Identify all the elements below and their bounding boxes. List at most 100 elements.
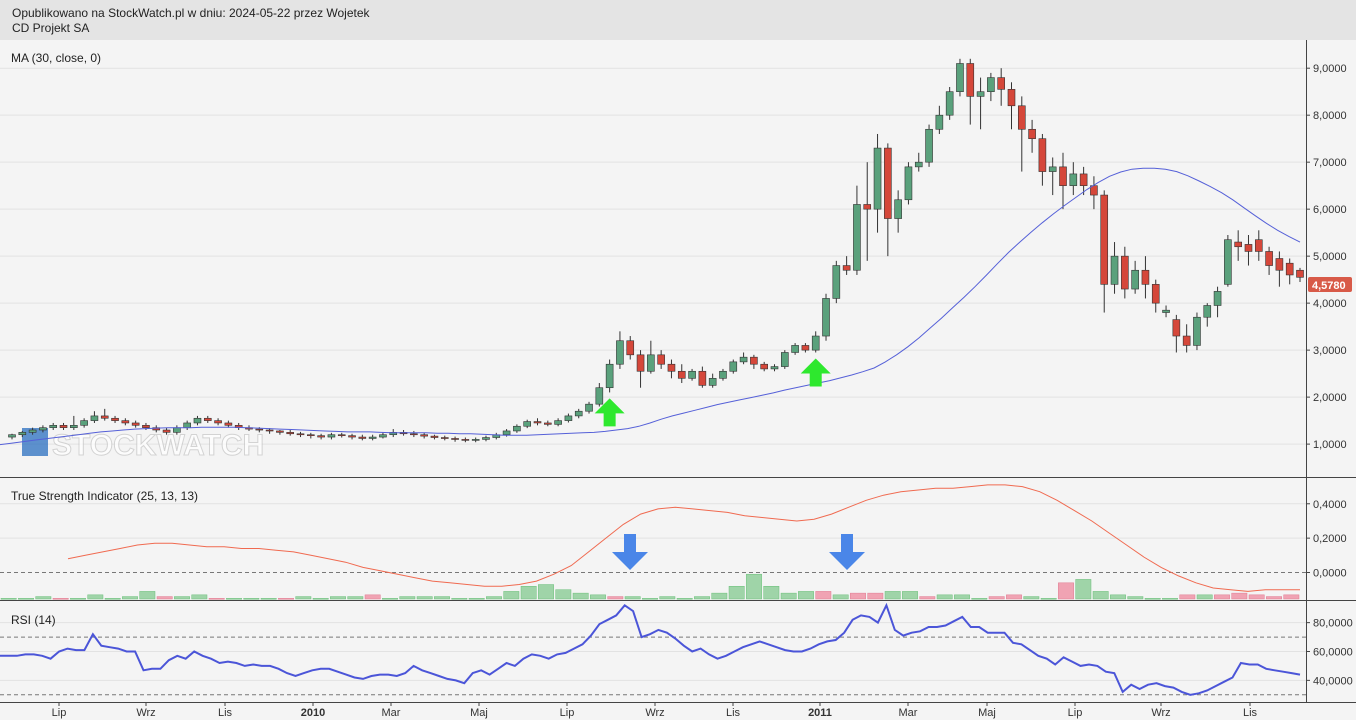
candle-body: [451, 438, 459, 440]
candle-body: [770, 366, 779, 370]
candle-body: [884, 147, 892, 219]
histogram-bar: [1144, 598, 1161, 600]
candle-body: [1121, 255, 1129, 290]
candle-body: [791, 345, 799, 353]
candle-body: [131, 422, 140, 426]
buy-arrow-icon: [800, 358, 831, 387]
histogram-bar: [312, 598, 329, 600]
rsi-pane[interactable]: RSI (14) 80,0000 60,0000 40,0000: [0, 602, 1353, 696]
candle-body: [966, 63, 975, 97]
histogram-bar: [416, 596, 433, 600]
candle-body: [111, 417, 119, 421]
candle-body: [1038, 138, 1047, 172]
watermark-icon: [22, 428, 48, 456]
candle-body: [750, 356, 758, 365]
candle-body: [698, 370, 707, 386]
histogram-bar: [850, 592, 866, 600]
histogram-bar: [867, 592, 884, 600]
candle-body: [440, 437, 449, 439]
candle-body: [90, 415, 99, 421]
x-tick-label: Mar: [382, 707, 401, 719]
histogram-bar: [555, 589, 572, 600]
candle-body: [28, 429, 37, 433]
candle-body: [59, 425, 68, 428]
candle-body: [822, 298, 830, 337]
sell-arrow-icon: [612, 534, 648, 570]
histogram-bar: [486, 596, 502, 600]
candle-body: [739, 356, 748, 363]
rsi-line: [0, 602, 1301, 696]
candle-body: [276, 430, 284, 433]
histogram-bar: [1006, 594, 1022, 600]
x-tick-label: Maj: [470, 707, 488, 719]
histogram-bar: [1283, 594, 1300, 600]
candle-body: [265, 429, 274, 432]
histogram-bar: [122, 596, 138, 600]
histogram-bar: [1110, 594, 1126, 600]
x-tick-label: Lip: [1068, 707, 1083, 719]
candle-body: [719, 370, 727, 379]
tsi-pane[interactable]: True Strength Indicator (25, 13, 13) 0,4…: [0, 484, 1347, 600]
histogram-bar: [70, 598, 86, 600]
y-tick-label: 7,0000: [1313, 157, 1347, 169]
candle-body: [1059, 166, 1067, 186]
candle-body: [832, 265, 841, 299]
candle-body: [173, 427, 181, 433]
histogram-bar: [278, 598, 294, 600]
x-tick-label: Lip: [560, 707, 575, 719]
candle-body: [760, 363, 768, 370]
histogram-bar: [399, 596, 416, 600]
histogram-bar: [607, 596, 624, 600]
candle-body: [904, 166, 913, 201]
price-y-axis: 1,0000 2,0000 3,0000 4,0000 5,0000 6,0000 7,00…: [1306, 63, 1347, 451]
x-tick-label: 2011: [808, 707, 832, 719]
candle-body: [605, 363, 614, 389]
candle-body: [842, 265, 851, 271]
candle-body: [976, 91, 985, 97]
candle-body: [873, 147, 882, 210]
candle-body: [1265, 251, 1273, 266]
candle-body: [533, 421, 542, 424]
histogram-bar: [226, 598, 242, 600]
candle-body: [914, 161, 923, 168]
histogram-bar: [780, 592, 797, 600]
histogram-bar: [520, 586, 537, 600]
histogram-bar: [1266, 596, 1282, 600]
candle-body: [39, 427, 47, 431]
histogram-bar: [1162, 598, 1178, 600]
candle-body: [780, 352, 789, 367]
candle-body: [224, 422, 233, 426]
candle-body: [935, 114, 944, 130]
candle-body: [1285, 262, 1294, 276]
histogram-bar: [728, 586, 745, 600]
sell-signals: [612, 534, 865, 570]
histogram-bar: [87, 594, 104, 600]
x-tick-label: Lis: [218, 707, 233, 719]
candle-body: [554, 420, 562, 425]
candle-body: [811, 335, 820, 351]
y-tick-label: 4,0000: [1313, 298, 1347, 310]
x-tick-label: Wrz: [1151, 707, 1170, 719]
candle-body: [327, 434, 336, 438]
candle-body: [317, 435, 325, 438]
histogram-bar: [503, 591, 520, 600]
candle-body: [1141, 269, 1150, 285]
candle-body: [925, 128, 933, 163]
candle-body: [564, 415, 573, 421]
x-tick-label: Maj: [978, 707, 996, 719]
candle-body: [162, 429, 171, 433]
candle-body: [1275, 258, 1284, 271]
histogram-bar: [139, 591, 156, 600]
candle-body: [482, 437, 490, 440]
candle-body: [708, 378, 717, 386]
candle-body: [987, 77, 995, 92]
candle-body: [1079, 173, 1088, 186]
histogram-bar: [260, 598, 277, 600]
candle-body: [307, 434, 315, 437]
histogram-bar: [174, 596, 190, 600]
price-pane[interactable]: STOCKWATCH MA (30, close, 0) 1,0000 2,000…: [0, 51, 1352, 463]
candle-body: [70, 425, 78, 428]
candle-body: [502, 430, 511, 436]
y-tick-label: 0,2000: [1313, 533, 1347, 545]
